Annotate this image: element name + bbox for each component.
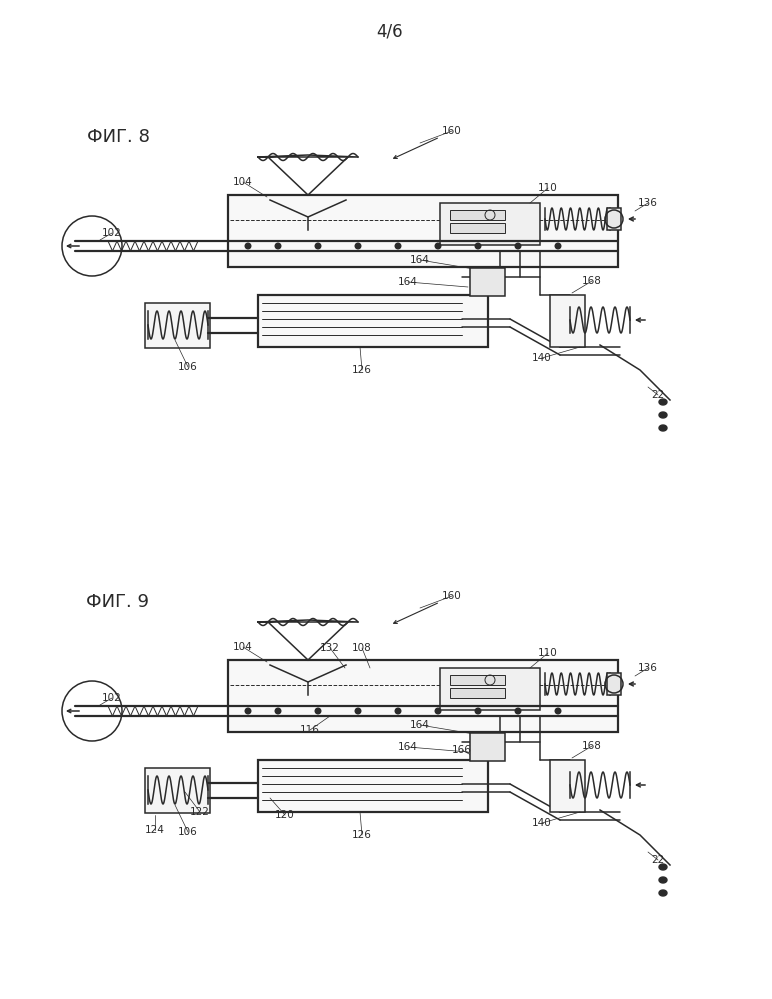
- Text: 104: 104: [233, 642, 253, 652]
- Circle shape: [245, 243, 251, 249]
- Circle shape: [315, 243, 321, 249]
- Text: 132: 132: [320, 643, 340, 653]
- Bar: [258, 295, 488, 347]
- Text: 168: 168: [582, 276, 602, 286]
- Bar: [145, 768, 210, 813]
- Bar: [550, 760, 585, 812]
- Text: 160: 160: [442, 126, 462, 136]
- Bar: [228, 660, 618, 732]
- Circle shape: [515, 243, 521, 249]
- Text: 110: 110: [538, 648, 558, 658]
- Text: 164: 164: [398, 742, 418, 752]
- Polygon shape: [659, 864, 667, 870]
- Text: ФИГ. 9: ФИГ. 9: [86, 593, 150, 611]
- Bar: [450, 675, 505, 685]
- Circle shape: [555, 708, 560, 714]
- Circle shape: [275, 243, 281, 249]
- Bar: [258, 760, 488, 812]
- Polygon shape: [659, 399, 667, 405]
- Circle shape: [476, 708, 481, 714]
- Circle shape: [355, 708, 361, 714]
- Bar: [470, 733, 505, 761]
- Circle shape: [355, 243, 361, 249]
- Text: 4/6: 4/6: [377, 23, 403, 41]
- Bar: [607, 208, 621, 230]
- Bar: [470, 268, 505, 296]
- Text: 164: 164: [410, 720, 430, 730]
- Text: ФИГ. 8: ФИГ. 8: [86, 128, 150, 146]
- Text: 164: 164: [398, 277, 418, 287]
- Circle shape: [315, 708, 321, 714]
- Circle shape: [275, 708, 281, 714]
- Text: 166: 166: [452, 745, 472, 755]
- Text: 168: 168: [582, 741, 602, 751]
- Circle shape: [245, 708, 251, 714]
- Text: 140: 140: [532, 353, 552, 363]
- Text: 102: 102: [102, 228, 122, 238]
- Polygon shape: [659, 890, 667, 896]
- Text: 116: 116: [300, 725, 320, 735]
- Text: 104: 104: [233, 177, 253, 187]
- Bar: [450, 210, 505, 220]
- Circle shape: [555, 243, 560, 249]
- Bar: [440, 203, 540, 245]
- Text: 122: 122: [190, 807, 210, 817]
- Circle shape: [476, 243, 481, 249]
- Text: 120: 120: [275, 810, 295, 820]
- Text: 106: 106: [178, 362, 198, 372]
- Text: 136: 136: [638, 663, 658, 673]
- Text: 22: 22: [652, 855, 665, 865]
- Text: 140: 140: [532, 818, 552, 828]
- Text: 124: 124: [145, 825, 165, 835]
- Text: 160: 160: [442, 591, 462, 601]
- Bar: [440, 668, 540, 710]
- Polygon shape: [659, 877, 667, 883]
- Bar: [450, 688, 505, 698]
- Text: 110: 110: [538, 183, 558, 193]
- Text: 126: 126: [352, 365, 372, 375]
- Circle shape: [395, 243, 401, 249]
- Bar: [145, 303, 210, 348]
- Text: 22: 22: [652, 390, 665, 400]
- Circle shape: [435, 708, 441, 714]
- Text: 108: 108: [352, 643, 372, 653]
- Bar: [228, 195, 618, 267]
- Bar: [607, 673, 621, 695]
- Text: 102: 102: [102, 693, 122, 703]
- Text: 106: 106: [178, 827, 198, 837]
- Bar: [550, 295, 585, 347]
- Circle shape: [435, 243, 441, 249]
- Text: 164: 164: [410, 255, 430, 265]
- Text: 136: 136: [638, 198, 658, 208]
- Circle shape: [395, 708, 401, 714]
- Bar: [450, 223, 505, 233]
- Polygon shape: [659, 425, 667, 431]
- Text: 126: 126: [352, 830, 372, 840]
- Circle shape: [515, 708, 521, 714]
- Polygon shape: [659, 412, 667, 418]
